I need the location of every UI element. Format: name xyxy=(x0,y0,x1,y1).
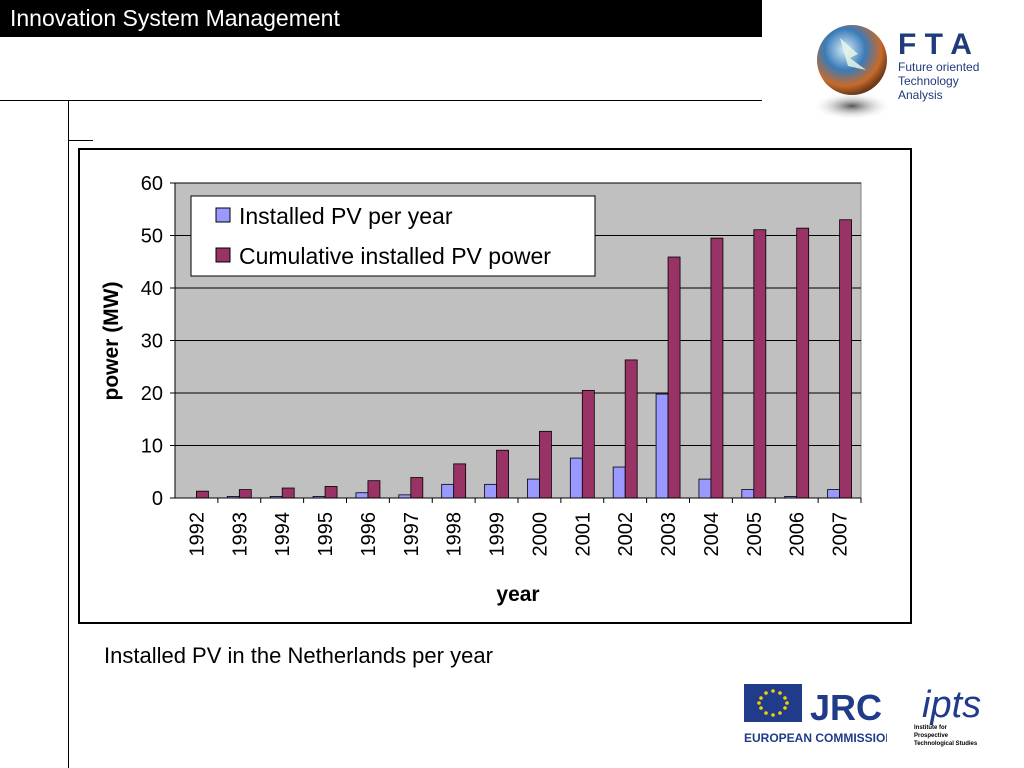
x-tick-label: 1996 xyxy=(358,512,380,557)
bar-cumulative xyxy=(324,486,338,499)
axes xyxy=(170,182,862,503)
x-tick-label: 1999 xyxy=(487,512,509,557)
y-tick-label: 30 xyxy=(141,331,163,353)
x-tick-label: 2001 xyxy=(572,512,594,557)
bar-installed xyxy=(741,489,755,499)
ipts-line3: Technological Studies xyxy=(914,741,978,747)
y-tick-label: 0 xyxy=(152,488,163,510)
x-tick-label: 2002 xyxy=(615,512,637,557)
bar-cumulative xyxy=(453,463,467,499)
x-tick-label: 1995 xyxy=(315,512,337,557)
bar-installed xyxy=(441,483,455,499)
header-title-bar: Innovation System Management xyxy=(0,0,762,37)
ipts-logo: ipts Institute for Prospective Technolog… xyxy=(914,684,981,747)
legend-swatch-cumulative xyxy=(215,247,231,263)
header-divider xyxy=(0,100,762,101)
bar-cumulative xyxy=(238,489,252,499)
x-tick-label: 2006 xyxy=(787,512,809,557)
fta-line1: Future oriented xyxy=(898,60,979,74)
bar-cumulative xyxy=(367,480,381,499)
fta-line2: Technology xyxy=(898,74,959,88)
chart-frame: 0 10 20 30 40 50 60 1992 1993 1994 1995 1996 1997 19… xyxy=(78,148,912,624)
x-axis-label: year xyxy=(496,583,539,606)
fta-letters: F T A xyxy=(898,28,972,61)
x-tick-label: 1997 xyxy=(401,512,423,557)
bar-installed xyxy=(827,489,840,499)
bar-cumulative xyxy=(281,487,295,499)
x-tick-label: 2000 xyxy=(529,512,551,557)
x-tick-label: 1992 xyxy=(186,512,208,557)
x-tick-label: 2005 xyxy=(744,512,766,557)
y-tick-label: 10 xyxy=(141,436,163,458)
y-tick-label: 50 xyxy=(141,226,163,248)
bar-cumulative xyxy=(624,359,638,499)
bar-installed xyxy=(527,478,540,499)
bar-cumulative xyxy=(796,227,810,499)
legend-box xyxy=(190,195,596,277)
bar-cumulative xyxy=(496,449,509,499)
bar-installed xyxy=(655,393,669,499)
jrc-sub: EUROPEAN COMMISSION xyxy=(744,731,887,745)
y-tick-label: 20 xyxy=(141,383,163,405)
x-tick-label: 2003 xyxy=(658,512,680,557)
bars xyxy=(196,219,852,499)
legend-swatch-installed xyxy=(215,207,231,223)
left-margin-line xyxy=(68,100,69,768)
y-ticks: 0 10 20 30 40 50 60 xyxy=(141,173,163,510)
legend-label-installed: Installed PV per year xyxy=(239,203,453,229)
legend-label-cumulative: Cumulative installed PV power xyxy=(239,243,551,269)
bar-cumulative xyxy=(581,389,595,499)
jrc-name: JRC xyxy=(810,687,882,728)
bar-cumulative xyxy=(196,490,209,499)
y-axis-label: power (MW) xyxy=(100,282,123,401)
x-tick-label: 1993 xyxy=(229,512,251,557)
x-tick-label: 1998 xyxy=(444,512,466,557)
bar-cumulative xyxy=(753,229,767,499)
ipts-line1: Institute for xyxy=(914,725,948,731)
page-title: Innovation System Management xyxy=(10,5,340,31)
y-tick-label: 60 xyxy=(141,173,163,195)
ipts-line2: Prospective xyxy=(914,733,949,739)
fta-logo: F T A Future oriented Technology Analysi… xyxy=(812,25,979,120)
x-ticks: 1992 1993 1994 1995 1996 1997 1998 1999 2000 2001… xyxy=(186,512,851,557)
chart-caption: Installed PV in the Netherlands per year xyxy=(104,643,493,668)
bar-cumulative xyxy=(667,256,681,499)
x-tick-label: 1994 xyxy=(272,512,294,557)
margin-tick xyxy=(68,140,93,141)
jrc-logo: JRC EUROPEAN COMMISSION xyxy=(744,684,887,745)
globe-shadow xyxy=(812,92,892,120)
x-tick-label: 2007 xyxy=(830,512,852,557)
bar-installed xyxy=(355,492,369,499)
y-tick-label: 40 xyxy=(141,278,163,300)
bar-cumulative xyxy=(710,237,724,499)
bar-cumulative xyxy=(539,430,552,499)
bar-cumulative xyxy=(410,477,424,499)
x-tick-label: 2004 xyxy=(701,512,723,557)
bar-installed xyxy=(569,457,583,499)
legend: Installed PV per year Cumulative install… xyxy=(190,195,596,277)
fta-line3: Analysis xyxy=(898,88,943,102)
bar-cumulative xyxy=(839,219,852,499)
bar-installed xyxy=(698,478,712,499)
bar-installed xyxy=(612,466,626,499)
bar-installed xyxy=(484,483,497,499)
ipts-mark: ipts xyxy=(922,684,981,726)
